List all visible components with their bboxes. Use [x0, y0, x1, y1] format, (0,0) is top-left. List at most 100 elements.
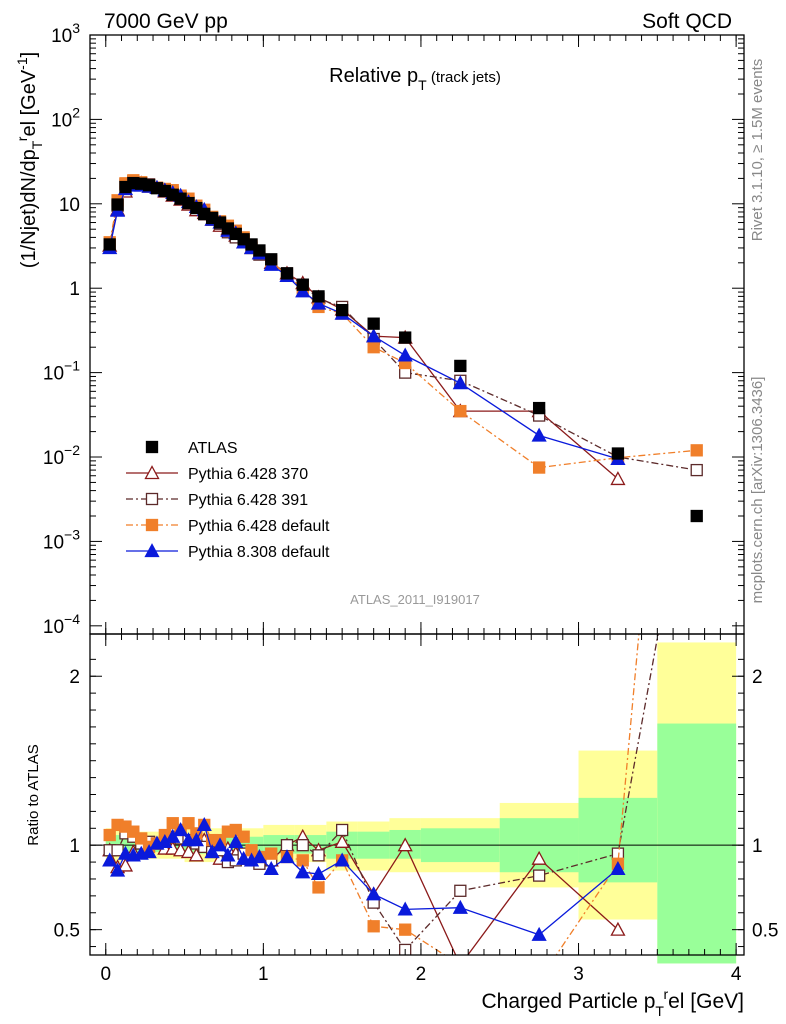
point-atlas-29	[611, 447, 625, 460]
x-axis-label-sub: T	[655, 1003, 664, 1019]
point-atlas-30	[690, 509, 703, 523]
ratio-point-pythia-6-428-default-3	[127, 825, 140, 838]
ratio-point-pythia-6-428-391-28	[532, 869, 546, 882]
point-atlas-1	[111, 198, 124, 211]
x-tick-label-3: 3	[573, 964, 584, 985]
point-atlas-24	[335, 303, 349, 317]
ratio-y-tick-label-2: 2	[69, 667, 80, 688]
point-atlas-19	[253, 244, 266, 257]
y-tick-label-0: 10−4	[43, 611, 80, 638]
line-pythia-6-428-391	[109, 180, 697, 471]
ratio-point-pythia-6-428-default-30	[691, 0, 702, 6]
ratio-y-tick-label-right-2: 2	[752, 667, 763, 688]
ratio-y-tick-label-0: 0.5	[54, 921, 80, 942]
ratio-point-pythia-8-308-default-22	[295, 864, 311, 879]
ratio-point-pythia-6-428-default-8	[166, 817, 179, 830]
y-axis-label-top-mid: el [GeV	[18, 69, 40, 136]
legend-marker-atlas	[145, 440, 159, 454]
ratio-point-pythia-6-428-370-29	[610, 921, 626, 936]
ratio-point-pythia-6-428-default-17	[237, 830, 250, 843]
ratio-point-pythia-8-308-default-12	[196, 817, 212, 832]
band-green-11	[657, 723, 737, 964]
point-pythia-6-428-default-28	[532, 461, 546, 474]
ratio-panel-marks	[90, 0, 744, 986]
ratio-point-pythia-8-308-default-24	[334, 852, 350, 867]
legend-item-pythia-6-428-default: Pythia 6.428 default	[126, 518, 330, 535]
ratio-point-pythia-6-428-default-22	[296, 854, 309, 867]
ratio-point-pythia-8-308-default-1	[109, 862, 126, 877]
ratio-point-pythia-6-428-370-2	[117, 857, 134, 872]
point-pythia-6-428-370-29	[610, 471, 626, 486]
point-atlas-20	[265, 253, 278, 266]
watermark: ATLAS_2011_I919017	[350, 592, 480, 607]
ratio-y-tick-label-1: 1	[69, 836, 80, 857]
y-tick-label-7: 103	[51, 20, 80, 47]
point-pythia-6-428-default-25	[367, 341, 380, 354]
y-tick-label-6: 102	[51, 104, 80, 131]
ratio-point-pythia-8-308-default-21	[279, 849, 295, 864]
header-right: Soft QCD	[642, 10, 732, 33]
ratio-point-pythia-6-428-default-20	[265, 847, 278, 860]
ratio-point-pythia-6-428-default-0	[103, 828, 116, 842]
y-tick-label-2: 10−2	[43, 442, 80, 469]
point-pythia-8-308-default-25	[366, 328, 382, 343]
x-tick-label-0: 0	[100, 964, 111, 985]
point-atlas-26	[399, 331, 412, 344]
ratio-point-pythia-8-308-default-16	[228, 833, 244, 848]
top-panel-marks	[102, 174, 703, 523]
x-axis-label-sup: r	[663, 986, 668, 1002]
line-pythia-6-428-default	[109, 179, 697, 469]
series-pythia-6-428-391	[103, 175, 703, 477]
ratio-point-pythia-8-308-default-14	[212, 837, 228, 852]
point-pythia-8-308-default-27	[452, 375, 468, 390]
ratio-point-pythia-8-308-default-29	[610, 860, 626, 875]
plot-title-suffix: (track jets)	[427, 69, 501, 86]
legend-label-pythia-6-428-391: Pythia 6.428 391	[188, 492, 308, 509]
ratio-point-pythia-8-308-default-15	[220, 847, 236, 862]
y-tick-label-5: 10	[59, 195, 80, 216]
point-atlas-21	[280, 267, 294, 280]
y-tick-label-4: 1	[69, 279, 80, 300]
legend-label-pythia-8-308-default: Pythia 8.308 default	[188, 544, 330, 561]
y-axis-label-top-sub: T	[29, 140, 45, 149]
ratio-point-pythia-6-428-391-23	[312, 849, 325, 862]
ratio-point-pythia-8-308-default-9	[173, 822, 189, 837]
ratio-point-pythia-6-428-391-30	[691, 417, 702, 428]
y-axis-label-top-sup: r	[14, 136, 30, 141]
ratio-bands	[105, 642, 737, 964]
point-pythia-6-428-default-27	[454, 404, 467, 418]
ratio-y-tick-label-right-1: 1	[752, 836, 763, 857]
ratio-point-pythia-6-428-370-28	[531, 850, 547, 865]
ratio-point-pythia-8-308-default-5	[141, 844, 157, 859]
x-tick-label-1: 1	[258, 964, 269, 985]
y-axis-label-ratio: Ratio to ATLAS	[25, 744, 42, 845]
ratio-point-pythia-6-428-391-21	[280, 839, 294, 852]
point-atlas-0	[103, 238, 116, 251]
series-pythia-6-428-default	[103, 174, 703, 474]
y-axis-label-top: (1/Njet)dN/dpTrel [GeV-1]	[14, 52, 45, 268]
chart-axes: 10−4 10−3 10−2 10−1 1 10 102 103 0.5 0.5 1 1 2 2 0 1 2 3 4	[43, 20, 779, 985]
ratio-series-pythia-8-308-default	[102, 817, 626, 941]
ratio-point-pythia-6-428-370-27	[454, 959, 467, 971]
ratio-point-pythia-8-308-default-0	[102, 852, 118, 867]
legend-item-pythia-6-428-370: Pythia 6.428 370	[126, 465, 308, 483]
point-atlas-23	[312, 290, 325, 303]
legend-marker-pythia-8-308-default	[144, 543, 160, 558]
legend-label-atlas: ATLAS	[188, 440, 238, 457]
ratio-point-pythia-6-428-370-10	[180, 844, 197, 859]
legend: ATLAS Pythia 6.428 370 Pythia 6.428 391 Pyt…	[126, 440, 330, 561]
legend-item-pythia-8-308-default: Pythia 8.308 default	[126, 543, 330, 561]
ratio-point-pythia-8-308-default-13	[204, 844, 220, 859]
ratio-point-pythia-6-428-default-28	[534, 975, 545, 986]
point-pythia-6-428-default-30	[690, 444, 703, 457]
ratio-point-pythia-6-428-default-10	[182, 817, 195, 830]
ratio-point-pythia-6-428-391-27	[454, 884, 467, 897]
series-pythia-6-428-370	[102, 175, 626, 486]
ratio-point-pythia-6-428-370-26	[397, 837, 413, 852]
ratio-point-pythia-8-308-default-20	[263, 860, 279, 875]
x-tick-label-4: 4	[731, 964, 742, 985]
ratio-point-pythia-8-308-default-28	[531, 926, 547, 941]
ratio-point-pythia-8-308-default-26	[397, 901, 413, 916]
point-atlas-27	[454, 359, 467, 373]
